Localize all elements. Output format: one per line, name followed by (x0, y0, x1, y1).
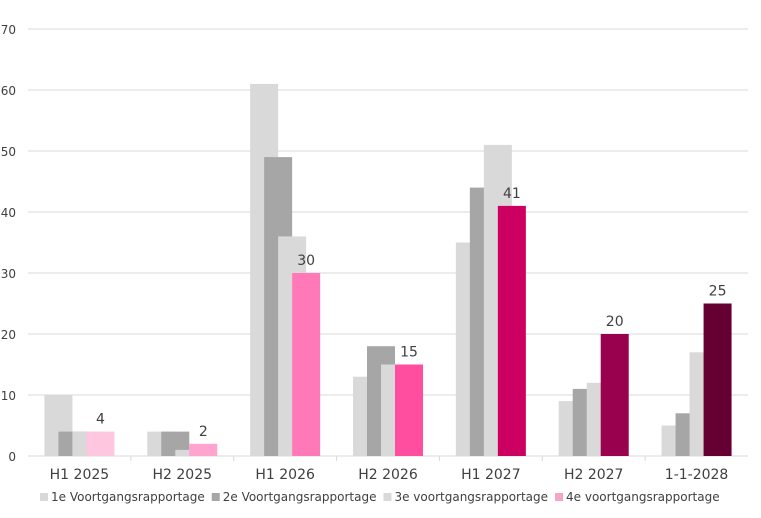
legend-marker (211, 493, 220, 501)
y-tick-label: 50 (1, 145, 16, 159)
legend-label: 4e voortgangsrapportage (566, 490, 720, 504)
legend-label: 3e voortgangsrapportage (394, 490, 548, 504)
data-label: 15 (400, 345, 418, 361)
legend-marker (40, 493, 48, 501)
legend-label: 1e Voortgangsrapportage (51, 490, 205, 504)
x-tick-label: H2 2027 (564, 467, 624, 483)
data-label: 4 (96, 412, 105, 428)
x-tick-label: H1 2026 (255, 467, 315, 483)
y-tick-label: 30 (1, 267, 16, 281)
bar (292, 273, 321, 456)
x-tick-label: 1-1-2028 (665, 467, 729, 483)
bar (600, 334, 629, 456)
x-tick-label: H2 2026 (358, 467, 418, 483)
x-tick-label: H2 2025 (153, 467, 213, 483)
y-tick-label: 40 (1, 206, 16, 220)
bar (86, 431, 115, 456)
bar (497, 205, 526, 456)
legend-label: 2e Voortgangsrapportage (223, 490, 377, 504)
data-label: 20 (606, 314, 624, 330)
data-label: 30 (297, 253, 315, 269)
x-tick-label: H1 2027 (461, 467, 521, 483)
data-label: 25 (709, 284, 727, 300)
bar (703, 303, 732, 456)
legend-marker (383, 493, 392, 501)
data-label: 2 (199, 424, 208, 440)
y-tick-label: 60 (1, 84, 16, 98)
x-tick-label: H1 2025 (50, 467, 110, 483)
y-tick-label: 10 (1, 389, 16, 403)
y-tick-label: 20 (1, 328, 16, 342)
legend-marker (555, 493, 564, 501)
y-tick-label: 0 (8, 450, 16, 464)
bar (189, 443, 218, 456)
y-tick-label: 70 (1, 23, 16, 37)
bar (395, 364, 423, 456)
data-label: 41 (503, 186, 521, 202)
